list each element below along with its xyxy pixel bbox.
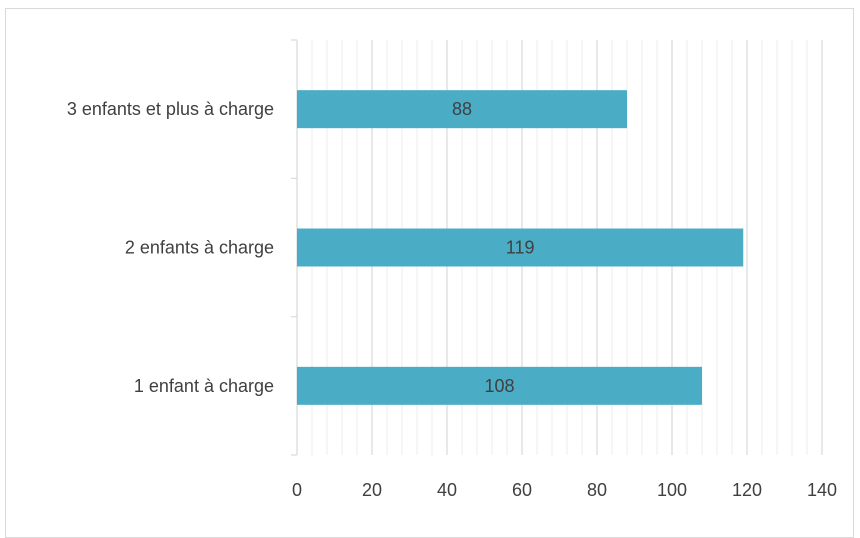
bar-chart: 88 3 enfants et plus à charge 119 2 enfants…: [67, 39, 837, 500]
data-label: 108: [484, 376, 514, 396]
bar: [297, 90, 627, 129]
x-tick-label: 100: [657, 480, 687, 500]
x-tick-label: 40: [437, 480, 457, 500]
axes: [291, 39, 298, 456]
bar: [297, 366, 702, 405]
x-tick-label: 60: [512, 480, 532, 500]
x-tick-label: 140: [807, 480, 837, 500]
bar: [297, 228, 744, 267]
bars: [297, 90, 744, 405]
labels: 88 3 enfants et plus à charge 119 2 enfants…: [67, 99, 837, 500]
category-label: 2 enfants à charge: [125, 238, 274, 258]
x-tick-label: 0: [292, 480, 302, 500]
x-tick-label: 20: [362, 480, 382, 500]
data-label: 88: [452, 99, 472, 119]
data-label: 119: [506, 238, 535, 258]
x-tick-label: 120: [732, 480, 762, 500]
x-tick-label: 80: [587, 480, 607, 500]
category-label: 1 enfant à charge: [134, 376, 274, 396]
category-label: 3 enfants et plus à charge: [67, 99, 274, 119]
